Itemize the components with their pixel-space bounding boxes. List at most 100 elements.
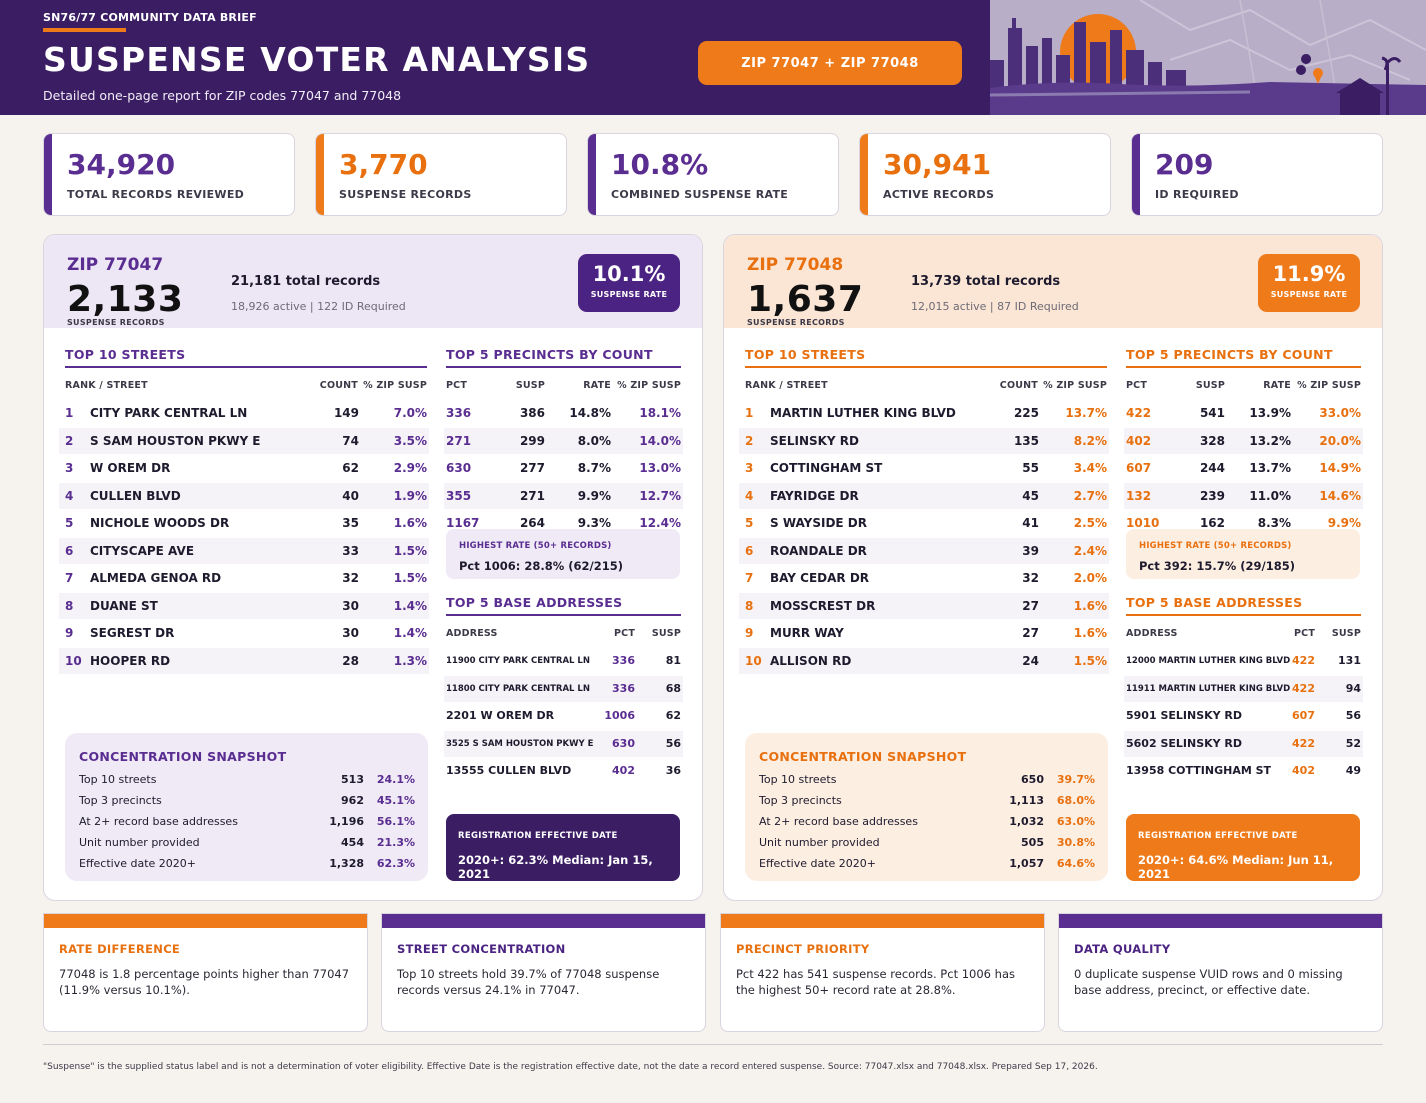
precinct-share: 9.9% [1327, 516, 1361, 530]
zip-suspense-count: 1,637 [747, 279, 864, 320]
street-name: HOOPER RD [90, 653, 171, 668]
col-share: % ZIP SUSP [1297, 380, 1361, 391]
snapshot-row: At 2+ record base addresses 1,032 63.0% [759, 815, 1095, 831]
precinct-number: 422 [1126, 406, 1152, 420]
street-row: 8 MOSSCREST DR 27 1.6% [739, 592, 1109, 619]
street-name: ROANDALE DR [770, 543, 867, 558]
address-susp: 56 [1345, 709, 1361, 722]
precinct-number: 630 [446, 461, 472, 475]
address-row: 5602 SELINSKY RD 422 52 [1124, 730, 1363, 757]
address-name: 5602 SELINSKY RD [1126, 736, 1243, 750]
col-rank-street: RANK / STREET [745, 380, 828, 391]
street-row: 8 DUANE ST 30 1.4% [59, 592, 429, 619]
kpi-card: 30,941 ACTIVE RECORDS [859, 133, 1111, 216]
finding-title: STREET CONCENTRATION [397, 942, 566, 956]
zip-pill: ZIP 77047 + ZIP 77048 [698, 41, 962, 85]
kpi-accent-bar [316, 134, 324, 215]
zip-active-summary: 18,926 active | 122 ID Required [231, 300, 406, 313]
address-susp: 81 [665, 654, 681, 667]
kpi-value: 209 [1155, 148, 1214, 181]
street-row: 1 MARTIN LUTHER KING BLVD 225 13.7% [739, 400, 1109, 426]
address-susp: 131 [1338, 654, 1361, 667]
precinct-rate: 8.3% [1257, 516, 1291, 530]
street-count: 30 [342, 626, 359, 640]
addresses-table-header: ADDRESS PCT SUSP [446, 628, 681, 642]
precinct-number: 1010 [1126, 516, 1160, 530]
snapshot-label: Top 10 streets [759, 773, 837, 786]
street-share: 2.7% [1073, 488, 1107, 503]
street-count: 28 [342, 653, 359, 668]
street-row: 3 W OREM DR 62 2.9% [59, 455, 429, 481]
precincts-table-header: PCT SUSP RATE % ZIP SUSP [446, 380, 681, 394]
address-row: 11900 CITY PARK CENTRAL LN 336 81 [444, 648, 683, 674]
snapshot-share: 56.1% [376, 815, 415, 828]
street-count: 41 [1022, 516, 1039, 530]
finding-card: RATE DIFFERENCE 77048 is 1.8 percentage p… [43, 913, 368, 1032]
col-susp: SUSP [515, 380, 545, 391]
address-row: 13958 COTTINGHAM ST 402 49 [1124, 758, 1363, 784]
street-name: W OREM DR [90, 461, 171, 475]
registration-label: REGISTRATION EFFECTIVE DATE [1138, 831, 1298, 841]
street-share: 1.9% [393, 488, 427, 503]
col-address: ADDRESS [1126, 628, 1178, 639]
address-susp: 94 [1345, 681, 1361, 695]
top-streets-title: TOP 10 STREETS [745, 347, 1107, 368]
registration-value: 2020+: 64.6% Median: Jun 11, 2021 [1138, 853, 1334, 881]
precinct-share: 20.0% [1319, 433, 1361, 448]
zip-panel-77047: ZIP 77047 2,133 SUSPENSE RECORDS 21,181 tot… [43, 234, 703, 901]
snapshot-row: Top 3 precincts 962 45.1% [79, 794, 415, 810]
street-row: 9 MURR WAY 27 1.6% [739, 620, 1109, 646]
street-share: 3.5% [393, 433, 427, 448]
snapshot-row: Top 10 streets 513 24.1% [79, 773, 415, 789]
address-susp: 49 [1345, 764, 1361, 777]
kpi-accent-bar [44, 134, 52, 215]
street-rank: 8 [65, 598, 74, 613]
precinct-rate: 8.0% [577, 433, 611, 448]
street-rank: 9 [745, 626, 754, 640]
street-share: 2.9% [393, 461, 427, 475]
precinct-row: 271 299 8.0% 14.0% [444, 427, 683, 454]
precinct-rate: 13.7% [1249, 461, 1291, 475]
suspense-rate-value: 11.9% [1272, 262, 1346, 286]
footer-divider [43, 1044, 1383, 1045]
street-count: 149 [333, 406, 359, 420]
eyebrow-underline [43, 28, 126, 32]
precinct-rate: 9.9% [577, 488, 611, 503]
address-name: 2201 W OREM DR [446, 709, 555, 722]
street-row: 10 ALLISON RD 24 1.5% [739, 647, 1109, 674]
street-name: MURR WAY [770, 626, 844, 640]
col-rate: RATE [583, 380, 611, 391]
street-name: DUANE ST [90, 598, 158, 613]
col-zip-susp: % ZIP SUSP [1043, 380, 1107, 391]
precinct-rate: 13.2% [1249, 433, 1291, 448]
snapshot-label: Top 3 precincts [79, 794, 162, 807]
precinct-rate: 11.0% [1249, 488, 1291, 503]
snapshot-row: Top 3 precincts 1,113 68.0% [759, 794, 1095, 810]
precinct-row: 607 244 13.7% 14.9% [1124, 455, 1363, 481]
kpi-value: 30,941 [883, 148, 992, 181]
address-name: 13958 COTTINGHAM ST [1126, 764, 1272, 777]
eyebrow-label: SN76/77 COMMUNITY DATA BRIEF [43, 11, 257, 24]
zip-suspense-label: SUSPENSE RECORDS [67, 318, 165, 327]
street-row: 7 BAY CEDAR DR 32 2.0% [739, 565, 1109, 591]
street-name: CULLEN BLVD [90, 488, 181, 503]
snapshot-share: 68.0% [1056, 794, 1095, 807]
top-addresses-title: TOP 5 BASE ADDRESSES [446, 595, 681, 616]
address-row: 11800 CITY PARK CENTRAL LN 336 68 [444, 675, 683, 702]
precinct-rate: 8.7% [577, 461, 611, 475]
precinct-number: 355 [446, 488, 472, 503]
registration-effective-date: REGISTRATION EFFECTIVE DATE 2020+: 62.3% … [446, 814, 680, 881]
col-pct: PCT [1126, 380, 1148, 391]
street-rank: 1 [65, 406, 74, 420]
street-rank: 6 [65, 543, 74, 558]
kpi-value: 10.8% [611, 148, 709, 181]
precinct-susp: 264 [519, 516, 545, 530]
top-precincts-title: TOP 5 PRECINCTS BY COUNT [446, 347, 681, 368]
street-rank: 7 [745, 571, 754, 585]
street-count: 225 [1013, 406, 1039, 420]
street-row: 1 CITY PARK CENTRAL LN 149 7.0% [59, 400, 429, 426]
kpi-accent-bar [860, 134, 868, 215]
precinct-row: 1010 162 8.3% 9.9% [1124, 510, 1363, 536]
address-susp: 36 [665, 764, 681, 777]
address-name: 11911 MARTIN LUTHER KING BLVD [1126, 683, 1291, 694]
